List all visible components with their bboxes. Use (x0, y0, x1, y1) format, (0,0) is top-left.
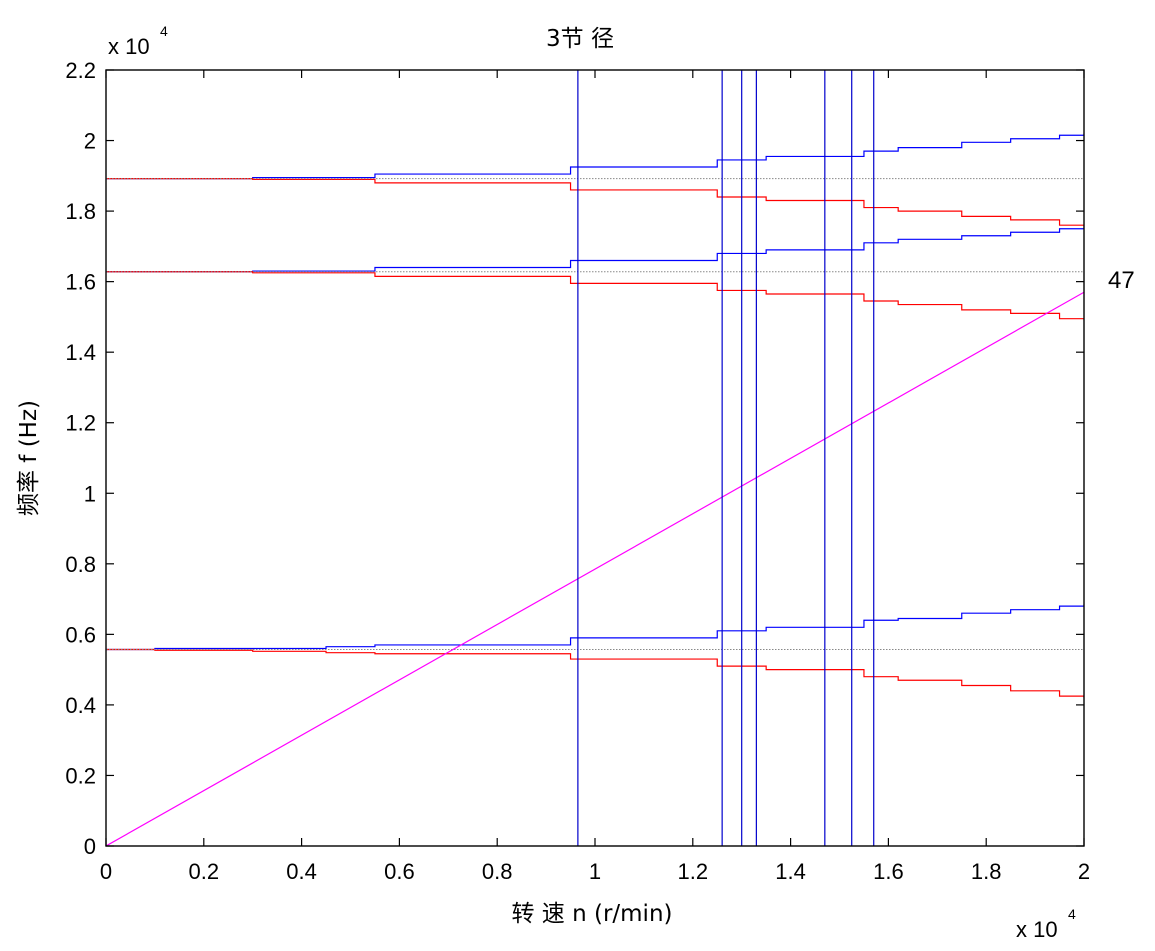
x-tick-label-8: 1.6 (873, 859, 904, 884)
y-exponent-label: x 10 4 (108, 23, 168, 59)
annotations: 47 (1108, 267, 1135, 294)
series-line-4 (106, 133, 1084, 180)
y-tick-label-9: 1.8 (65, 199, 96, 224)
y-axis-label: 频率 f (Hz) (16, 400, 42, 516)
series-line-5 (106, 178, 1084, 227)
series-line-1 (106, 648, 1084, 698)
y-tick-label-5: 1 (84, 481, 96, 506)
x-tick-label-4: 0.8 (482, 859, 513, 884)
y-tick-label-1: 0.2 (65, 763, 96, 788)
y-exponent-power: 4 (160, 23, 168, 39)
plot-area (106, 70, 1084, 846)
x-tick-label-0: 0 (100, 859, 112, 884)
x-tick-label-2: 0.4 (286, 859, 317, 884)
x-tick-label-1: 0.2 (189, 859, 220, 884)
series-line-9 (106, 291, 1084, 846)
x-tick-label-9: 1.8 (971, 859, 1002, 884)
series-line-2 (106, 226, 1084, 273)
x-tick-label-10: 2 (1078, 859, 1090, 884)
y-tick-label-6: 1.2 (65, 411, 96, 436)
chart-title: 3节 径 (546, 26, 614, 52)
y-tick-label-11: 2.2 (65, 58, 96, 83)
y-tick-label-4: 0.8 (65, 552, 96, 577)
axes-ticks: 0 0.2 0.4 0.6 0.8 1 1.2 1.4 1.6 1.8 2 0 0.2 0.4 0.6 0.8… (65, 58, 1090, 884)
y-tick-label-3: 0.6 (65, 622, 96, 647)
y-tick-label-8: 1.6 (65, 270, 96, 295)
y-tick-label-0: 0 (84, 834, 96, 859)
series-line-3 (106, 271, 1084, 321)
x-exponent-label: x 10 4 (1016, 906, 1076, 942)
x-tick-label-7: 1.4 (775, 859, 806, 884)
x-axis-label: 转 速 n (r/min) (511, 901, 672, 927)
annotation-label-0: 47 (1108, 267, 1135, 294)
series-line-0 (106, 604, 1084, 651)
x-exponent-power: 4 (1068, 906, 1076, 922)
x-tick-label-3: 0.6 (384, 859, 415, 884)
y-exponent-prefix: x 10 (108, 34, 150, 59)
x-exponent-prefix: x 10 (1016, 917, 1058, 942)
x-tick-label-6: 1.2 (678, 859, 709, 884)
x-tick-label-5: 1 (589, 859, 601, 884)
y-tick-label-2: 0.4 (65, 693, 96, 718)
y-tick-label-10: 2 (84, 129, 96, 154)
y-tick-label-7: 1.4 (65, 340, 96, 365)
axes-frame (105, 69, 1085, 847)
